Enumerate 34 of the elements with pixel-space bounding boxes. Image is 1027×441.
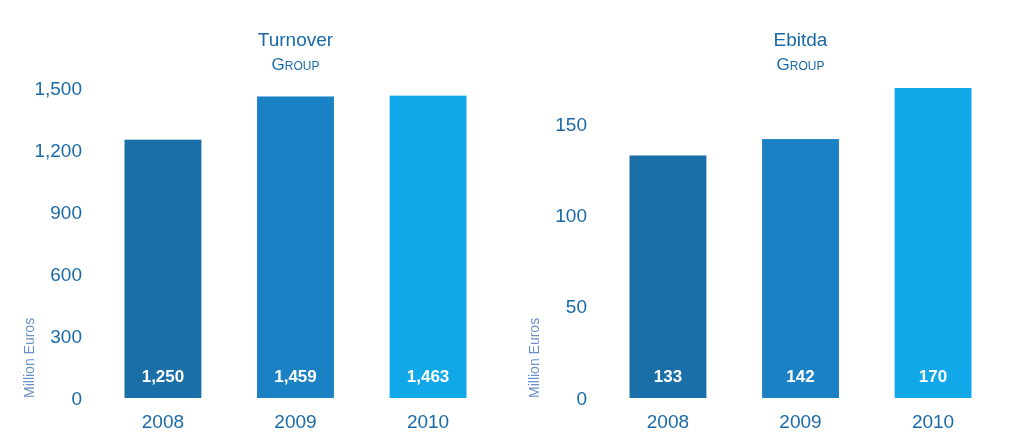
- x-tick-label: 2008: [141, 411, 185, 432]
- data-label: 142: [786, 367, 815, 386]
- x-tick-label: 2010: [406, 411, 450, 432]
- y-tick-label: 600: [50, 263, 82, 285]
- data-label: 1,250: [141, 367, 185, 386]
- chart-title: Turnover: [257, 29, 334, 50]
- y-tick-label: 1,500: [34, 77, 82, 99]
- bar: [629, 155, 707, 398]
- y-tick-label: 1,200: [34, 139, 82, 161]
- chart-subtitle: Group: [271, 55, 320, 74]
- bar: [894, 88, 972, 398]
- chart-title: Ebitda: [773, 29, 828, 50]
- x-tick-label: 2010: [911, 411, 955, 432]
- bar: [124, 139, 202, 398]
- data-label: 1,463: [406, 367, 450, 386]
- bar: [389, 95, 467, 398]
- y-tick-label: 300: [50, 325, 82, 347]
- y-tick-label: 900: [50, 201, 82, 223]
- data-label: 170: [918, 367, 948, 386]
- x-tick-label: 2008: [646, 411, 690, 432]
- chart-subtitle: Group: [776, 55, 825, 74]
- y-tick-label: 0: [576, 387, 587, 409]
- bar: [257, 96, 334, 398]
- y-axis-title: Million Euros: [21, 317, 37, 398]
- bar: [762, 139, 839, 398]
- y-tick-label: 100: [555, 205, 587, 227]
- y-tick-label: 50: [565, 296, 587, 318]
- y-axis-title: Million Euros: [526, 317, 542, 398]
- x-tick-label: 2009: [274, 411, 317, 432]
- y-tick-label: 0: [71, 387, 82, 409]
- y-tick-label: 150: [555, 114, 587, 136]
- data-label: 133: [653, 367, 683, 386]
- x-tick-label: 2009: [779, 411, 822, 432]
- data-label: 1,459: [274, 367, 317, 386]
